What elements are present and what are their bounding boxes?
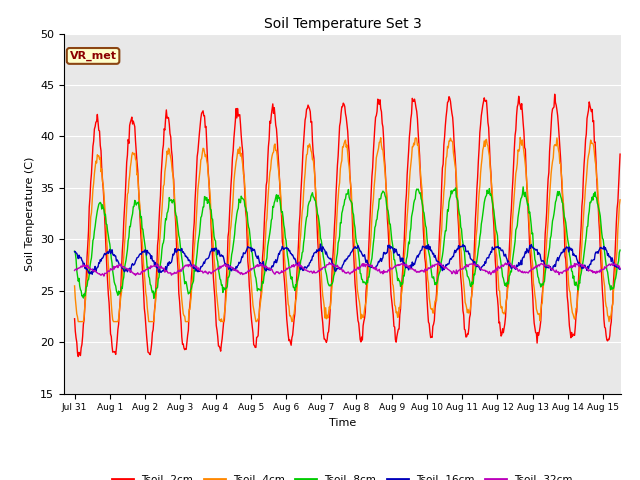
Tsoil -2cm [74, 354, 82, 360]
Tsoil -32cm [100, 273, 108, 279]
Tsoil -4cm [463, 305, 470, 311]
Line: Tsoil -32cm: Tsoil -32cm [75, 262, 620, 276]
Tsoil -4cm [516, 134, 524, 140]
Tsoil -8cm [150, 296, 157, 301]
Tsoil -16cm [616, 266, 624, 272]
X-axis label: Time: Time [329, 418, 356, 428]
Tsoil -2cm [463, 334, 470, 340]
Tsoil -32cm [71, 267, 79, 273]
Tsoil -4cm [304, 143, 312, 148]
Tsoil -8cm [476, 234, 484, 240]
Tsoil -2cm [148, 341, 156, 347]
Tsoil -32cm [305, 268, 312, 274]
Tsoil -32cm [296, 259, 303, 265]
Tsoil -2cm [73, 339, 81, 345]
Tsoil -8cm [324, 282, 332, 288]
Line: Tsoil -4cm: Tsoil -4cm [75, 137, 620, 322]
Tsoil -8cm [463, 268, 470, 274]
Tsoil -16cm [88, 271, 96, 277]
Tsoil -32cm [148, 264, 156, 270]
Tsoil -16cm [148, 253, 156, 259]
Tsoil -16cm [73, 251, 81, 256]
Tsoil -16cm [326, 256, 333, 262]
Tsoil -16cm [317, 241, 324, 247]
Tsoil -8cm [616, 247, 624, 253]
Text: VR_met: VR_met [70, 51, 116, 61]
Tsoil -2cm [304, 102, 312, 108]
Tsoil -4cm [74, 319, 82, 324]
Tsoil -8cm [71, 248, 79, 254]
Line: Tsoil -2cm: Tsoil -2cm [75, 94, 620, 357]
Legend: Tsoil -2cm, Tsoil -4cm, Tsoil -8cm, Tsoil -16cm, Tsoil -32cm: Tsoil -2cm, Tsoil -4cm, Tsoil -8cm, Tsoi… [108, 471, 577, 480]
Tsoil -8cm [519, 184, 527, 190]
Line: Tsoil -16cm: Tsoil -16cm [75, 244, 620, 274]
Title: Soil Temperature Set 3: Soil Temperature Set 3 [264, 17, 421, 31]
Tsoil -4cm [73, 311, 81, 317]
Tsoil -2cm [476, 130, 484, 135]
Tsoil -32cm [477, 266, 484, 272]
Tsoil -32cm [616, 265, 624, 271]
Tsoil -8cm [304, 203, 312, 209]
Tsoil -32cm [463, 263, 471, 268]
Tsoil -4cm [616, 197, 624, 203]
Tsoil -4cm [324, 310, 332, 316]
Tsoil -16cm [463, 248, 471, 254]
Tsoil -2cm [551, 91, 559, 97]
Tsoil -4cm [71, 283, 79, 289]
Y-axis label: Soil Temperature (C): Soil Temperature (C) [24, 156, 35, 271]
Tsoil -2cm [71, 316, 79, 322]
Tsoil -32cm [73, 267, 81, 273]
Tsoil -8cm [73, 268, 81, 274]
Line: Tsoil -8cm: Tsoil -8cm [75, 187, 620, 299]
Tsoil -4cm [148, 319, 156, 324]
Tsoil -16cm [304, 263, 312, 268]
Tsoil -32cm [326, 260, 333, 265]
Tsoil -2cm [616, 151, 624, 157]
Tsoil -4cm [476, 183, 484, 189]
Tsoil -2cm [324, 329, 332, 335]
Tsoil -16cm [477, 267, 484, 273]
Tsoil -8cm [147, 283, 155, 288]
Tsoil -16cm [71, 249, 79, 254]
